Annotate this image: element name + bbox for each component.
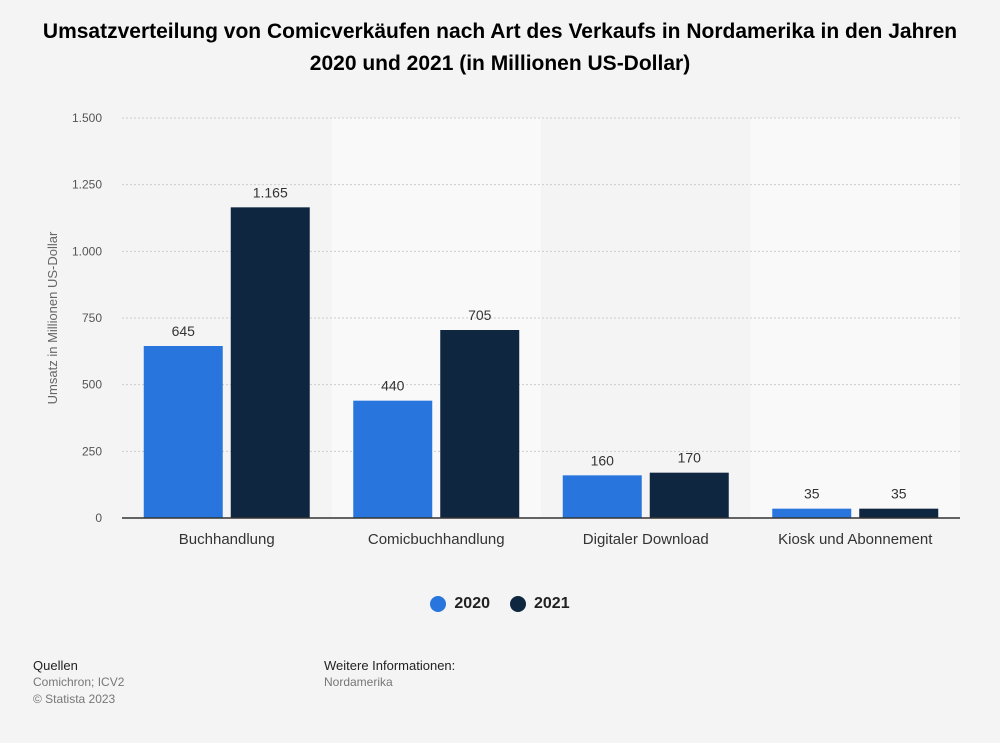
y-tick-label: 0 [95, 511, 102, 525]
legend-label-2020: 2020 [454, 595, 490, 612]
x-category-label: Comicbuchhandlung [368, 531, 505, 548]
sources-block: Quellen Comichron; ICV2 © Statista 2023 [33, 657, 124, 708]
value-label: 645 [172, 323, 196, 339]
info-block: Weitere Informationen: Nordamerika [324, 657, 455, 691]
bar-2020-2[interactable] [562, 475, 642, 518]
bar-2021-2[interactable] [649, 472, 729, 518]
y-tick-label: 1.000 [72, 244, 102, 258]
y-tick-label: 750 [82, 311, 102, 325]
bar-chart: 0 250 500 750 1.000 1.250 1.500 Umsatz in Milli… [45, 111, 960, 548]
value-label: 35 [804, 486, 820, 502]
bar-2020-0[interactable] [143, 346, 223, 518]
y-tick-label: 500 [82, 378, 102, 392]
legend: 2020 2021 [0, 595, 1000, 613]
y-axis-title: Umsatz in Millionen US-Dollar [45, 231, 60, 404]
x-category-label: Digitaler Download [583, 531, 709, 548]
legend-item-2021[interactable]: 2021 [510, 595, 570, 613]
value-label: 160 [591, 452, 615, 468]
legend-marker-2020 [430, 596, 447, 612]
sources-text[interactable]: Comichron; ICV2 [33, 675, 125, 689]
legend-marker-2021 [510, 596, 526, 612]
legend-label-2021: 2021 [534, 595, 570, 612]
info-heading: Weitere Informationen: [324, 658, 456, 673]
bar-2021-1[interactable] [440, 330, 520, 518]
value-label: 440 [381, 378, 405, 394]
value-label: 705 [468, 307, 492, 323]
bar-2021-3[interactable] [859, 508, 939, 518]
bar-2021-0[interactable] [230, 207, 310, 519]
value-label: 1.165 [253, 184, 288, 200]
sources-heading: Quellen [33, 658, 78, 673]
legend-item-2020[interactable]: 2020 [430, 595, 490, 613]
copyright-text: © Statista 2023 [33, 692, 116, 706]
x-category-label: Kiosk und Abonnement [778, 531, 933, 548]
bar-2020-1[interactable] [353, 400, 433, 518]
value-label: 170 [678, 450, 702, 466]
value-label: 35 [891, 486, 907, 502]
y-tick-label: 250 [82, 444, 102, 458]
chart-title: Umsatzverteilung von Comicverkäufen nach… [42, 20, 958, 75]
x-category-label: Buchhandlung [179, 531, 275, 548]
y-tick-label: 1.500 [72, 111, 102, 125]
bar-2020-3[interactable] [772, 508, 852, 518]
info-text: Nordamerika [324, 675, 393, 689]
y-tick-label: 1.250 [72, 178, 102, 192]
